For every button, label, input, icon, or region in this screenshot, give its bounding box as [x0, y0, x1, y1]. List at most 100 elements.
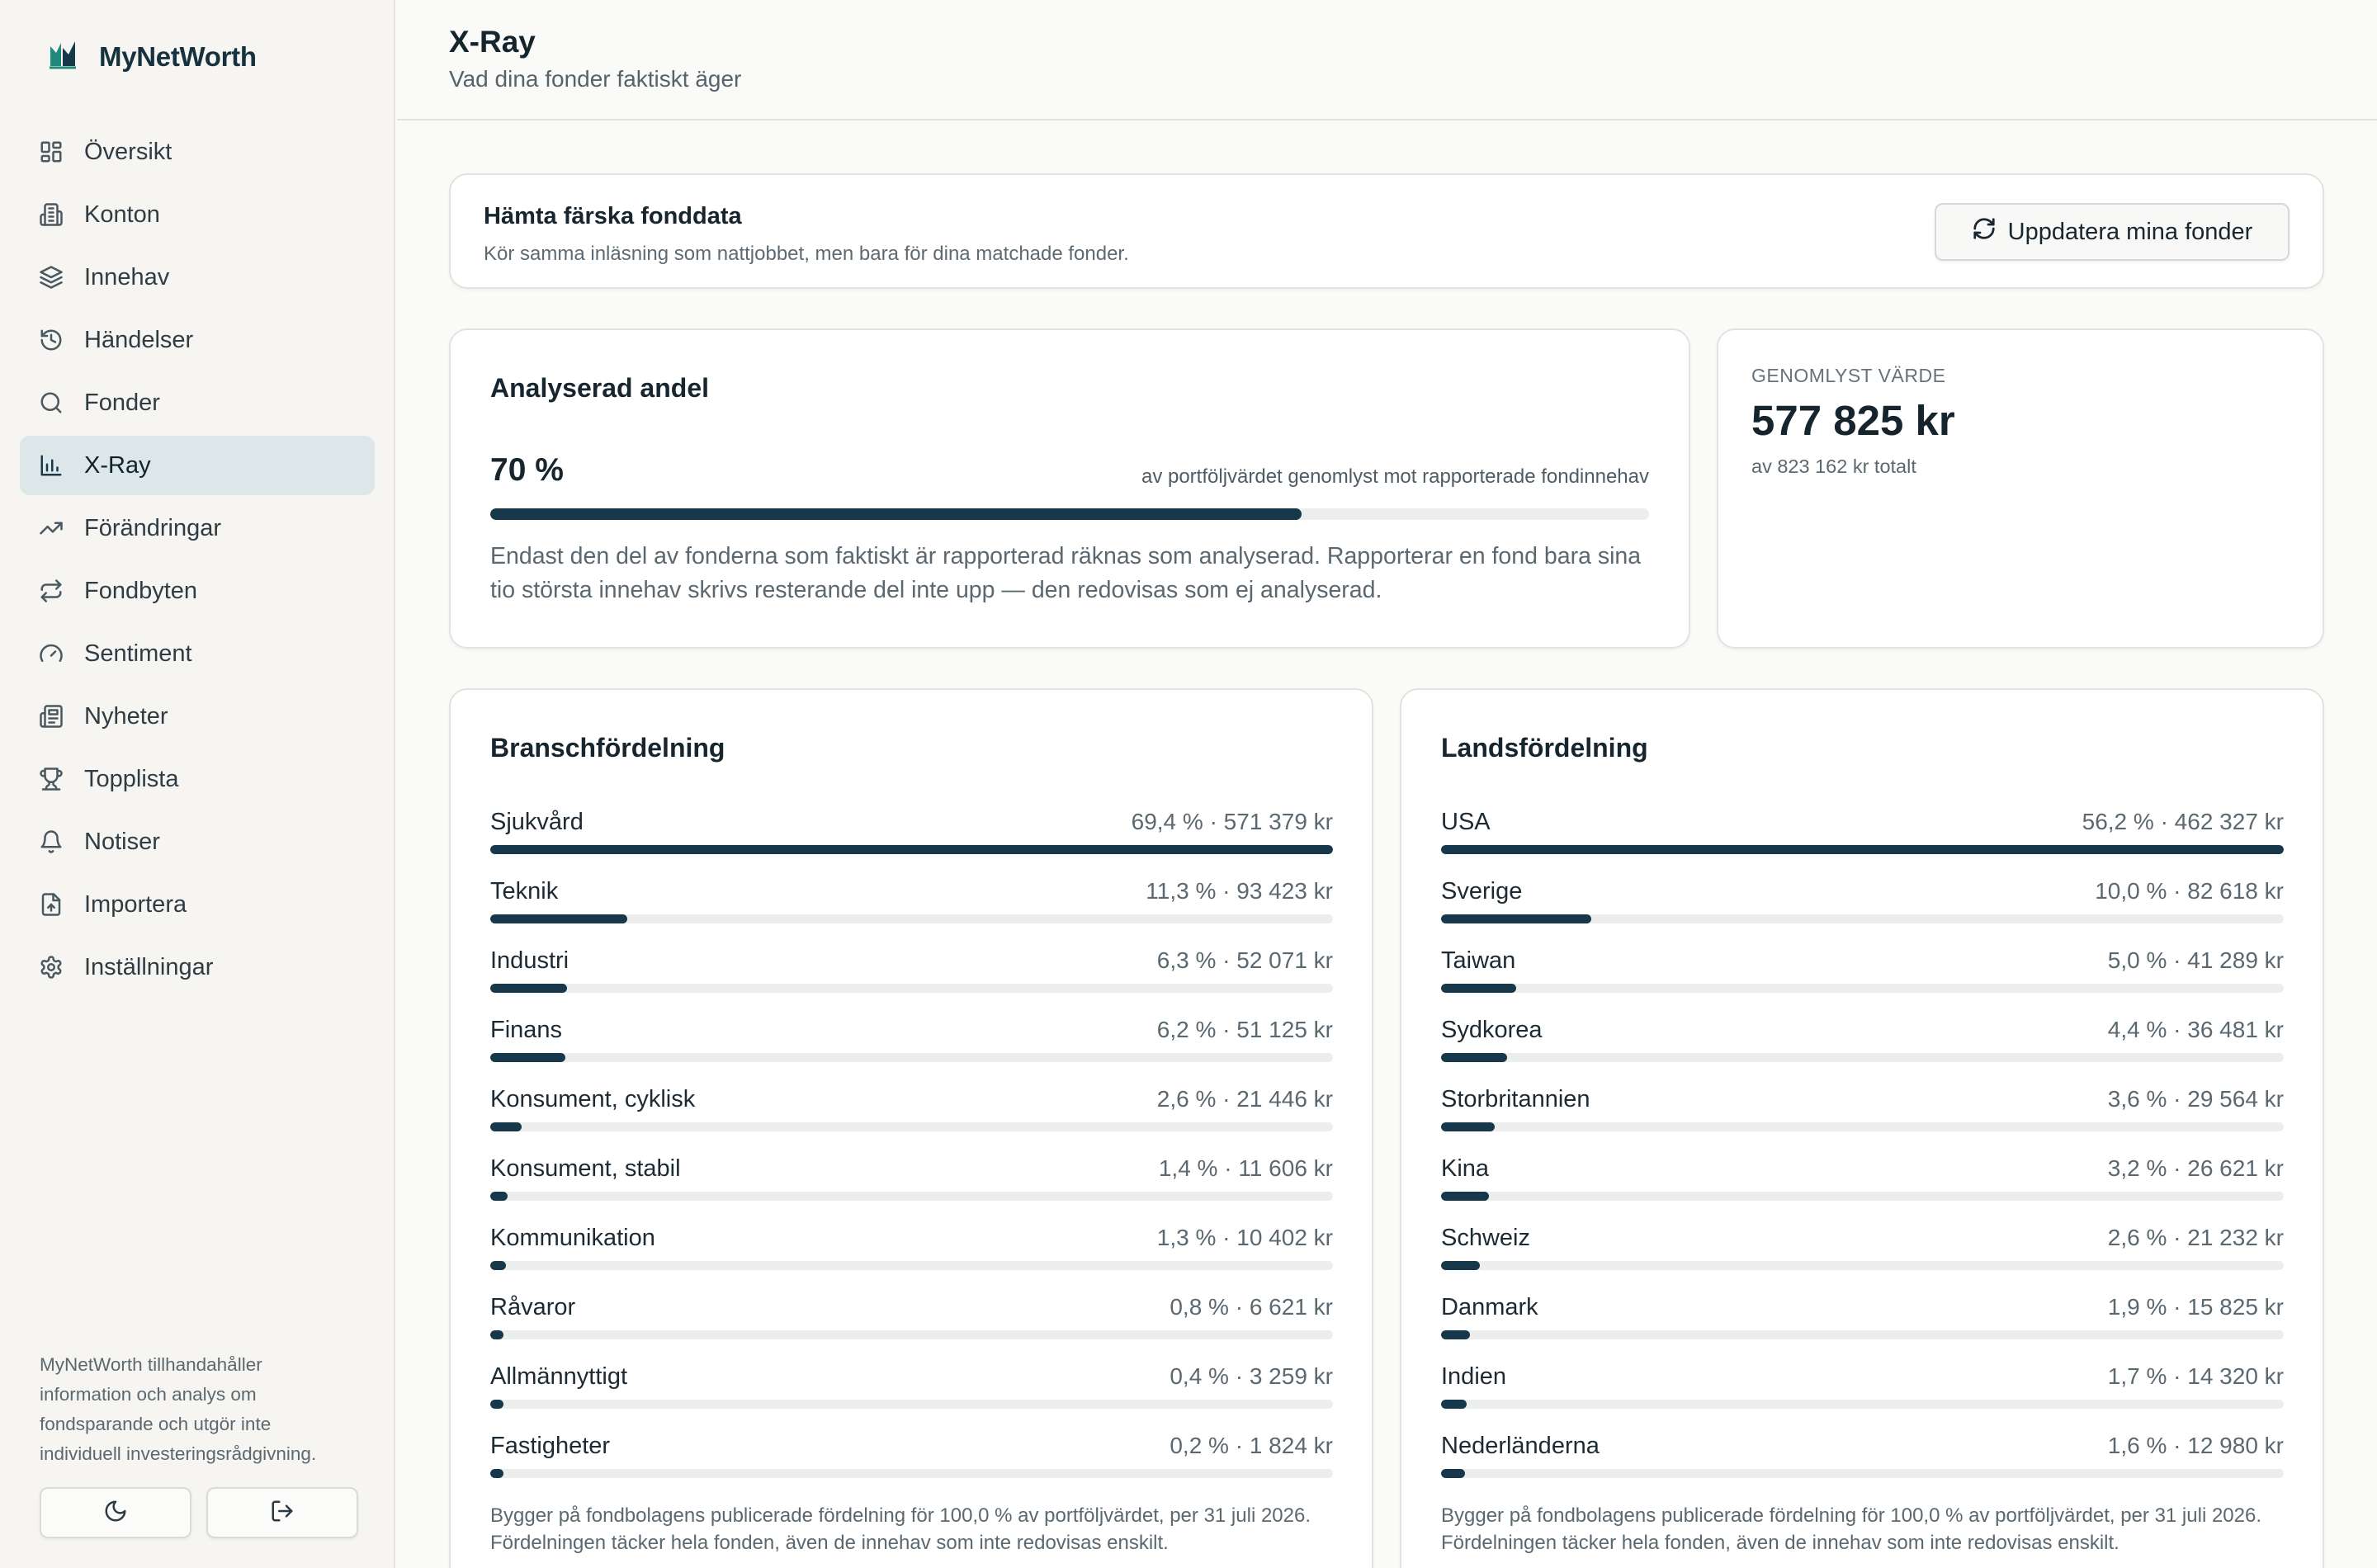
distribution-row-name: Fastigheter [490, 1433, 611, 1459]
distribution-bar [490, 1122, 522, 1131]
sidebar-item-fonder[interactable]: Fonder [20, 373, 375, 432]
sidebar-item-forandringar[interactable]: Förändringar [20, 498, 375, 558]
distribution-row-value: 1,7 % · 14 320 kr [2107, 1363, 2284, 1389]
sidebar-item-label: Förändringar [84, 514, 222, 541]
page-header: X-Ray Vad dina fonder faktiskt äger [397, 0, 2377, 120]
refresh-title: Hämta färska fonddata [484, 203, 742, 229]
distribution-row-value: 0,2 % · 1 824 kr [1170, 1433, 1333, 1458]
distribution-row-name: Sverige [1441, 878, 1523, 904]
sidebar-item-sentiment[interactable]: Sentiment [20, 624, 375, 683]
sidebar-item-installningar[interactable]: Inställningar [20, 937, 375, 997]
newspaper-icon [38, 703, 64, 730]
distribution-row: Råvaror 0,8 % · 6 621 kr [490, 1294, 1333, 1363]
app-name: MyNetWorth [99, 40, 257, 72]
file-import-icon [38, 891, 64, 918]
distribution-row-name: Teknik [490, 878, 559, 904]
distribution-row: Sydkorea 4,4 % · 36 481 kr [1441, 1017, 2284, 1086]
distribution-bar [490, 984, 567, 993]
moon-icon [103, 1499, 128, 1528]
distribution-bar-track [1441, 1400, 2284, 1409]
distribution-bar-track [490, 914, 1333, 923]
distribution-row: Storbritannien 3,6 % · 29 564 kr [1441, 1086, 2284, 1155]
distribution-bar-track [490, 1400, 1333, 1409]
refresh-description: Kör samma inläsning som nattjobbet, men … [484, 243, 1129, 265]
gauge-icon [38, 640, 64, 667]
sector-distribution-list: Sjukvård 69,4 % · 571 379 kr Teknik 11,3 % … [490, 809, 1333, 1502]
distribution-bar [490, 1192, 508, 1201]
distribution-row: Indien 1,7 % · 14 320 kr [1441, 1363, 2284, 1433]
sector-distribution-note: Bygger på fondbolagens publicerade förde… [490, 1504, 1311, 1554]
sidebar-item-oversikt[interactable]: Översikt [20, 122, 375, 182]
sidebar-item-label: Notiser [84, 828, 160, 855]
distribution-row: Konsument, cyklisk 2,6 % · 21 446 kr [490, 1086, 1333, 1155]
search-icon [38, 390, 64, 416]
distribution-bar-track [490, 1261, 1333, 1270]
distribution-row-name: Råvaror [490, 1294, 576, 1320]
distribution-bar-track [490, 1330, 1333, 1339]
trophy-icon [38, 766, 64, 792]
distribution-bar [490, 914, 628, 923]
sidebar-item-importera[interactable]: Importera [20, 875, 375, 934]
sidebar-item-x-ray[interactable]: X-Ray [20, 436, 375, 495]
distribution-row-value: 56,2 % · 462 327 kr [2082, 809, 2284, 834]
distribution-bar [1441, 1122, 1496, 1131]
distribution-bar-track [490, 1469, 1333, 1478]
distribution-row-name: Konsument, stabil [490, 1155, 681, 1182]
sidebar-item-label: Fonder [84, 389, 160, 416]
refresh-icon [1972, 216, 1997, 248]
sidebar-item-label: Sentiment [84, 640, 192, 667]
distribution-row-name: Taiwan [1441, 947, 1516, 974]
logo-icon [48, 36, 78, 77]
distribution-bar [490, 845, 1333, 854]
update-funds-label: Uppdatera mina fonder [2007, 218, 2253, 245]
distribution-row-value: 1,6 % · 12 980 kr [2107, 1433, 2284, 1458]
distribution-row: Kommunikation 1,3 % · 10 402 kr [490, 1225, 1333, 1294]
sidebar-item-konton[interactable]: Konton [20, 185, 375, 244]
analyzed-share-progress-fill [490, 508, 1302, 520]
distribution-row-value: 1,9 % · 15 825 kr [2107, 1294, 2284, 1320]
layers-icon [38, 264, 64, 290]
distribution-row-name: Sjukvård [490, 809, 584, 835]
xray-value-label: Genomlyst värde [1751, 365, 1946, 386]
distribution-bar [1441, 984, 1516, 993]
sidebar-item-notiser[interactable]: Notiser [20, 812, 375, 871]
refresh-card: Hämta färska fonddata Kör samma inläsnin… [449, 173, 2324, 289]
sidebar-item-label: Översikt [84, 138, 172, 165]
sidebar-item-innehav[interactable]: Innehav [20, 248, 375, 307]
distribution-row-value: 3,2 % · 26 621 kr [2107, 1155, 2284, 1181]
update-funds-button[interactable]: Uppdatera mina fonder [1935, 203, 2290, 261]
sidebar-item-topplista[interactable]: Topplista [20, 749, 375, 809]
bar-chart-icon [38, 452, 64, 479]
distribution-row-value: 6,3 % · 52 071 kr [1156, 947, 1333, 973]
country-distribution-note: Bygger på fondbolagens publicerade förde… [1441, 1504, 2261, 1554]
analyzed-share-text: Endast den del av fonderna som faktiskt … [490, 543, 1642, 603]
distribution-row: USA 56,2 % · 462 327 kr [1441, 809, 2284, 878]
sidebar-item-nyheter[interactable]: Nyheter [20, 687, 375, 746]
sidebar-item-handelser[interactable]: Händelser [20, 310, 375, 370]
analyzed-share-heading: Analyserad andel [490, 373, 709, 403]
sidebar-item-label: Nyheter [84, 702, 168, 730]
sidebar-nav: Översikt Konton Innehav Händelser Fonder… [20, 122, 375, 1000]
logout-icon [270, 1499, 295, 1528]
distribution-row-name: Danmark [1441, 1294, 1538, 1320]
logout-button[interactable] [206, 1487, 358, 1538]
distribution-bar [490, 1469, 504, 1478]
distribution-row-name: Finans [490, 1017, 563, 1043]
sidebar-item-label: Importera [84, 890, 187, 918]
distribution-bar-track [1441, 845, 2284, 854]
distribution-row-name: Kina [1441, 1155, 1490, 1182]
distribution-row-name: Indien [1441, 1363, 1507, 1390]
distribution-bar [490, 1053, 566, 1062]
distribution-row: Teknik 11,3 % · 93 423 kr [490, 878, 1333, 947]
distribution-row: Kina 3,2 % · 26 621 kr [1441, 1155, 2284, 1225]
brand[interactable]: MyNetWorth [48, 36, 257, 77]
distribution-bar-track [1441, 1122, 2284, 1131]
distribution-row: Konsument, stabil 1,4 % · 11 606 kr [490, 1155, 1333, 1225]
analyzed-share-progress [490, 508, 1649, 520]
sidebar: MyNetWorth Översikt Konton Innehav Hände… [0, 0, 395, 1568]
sidebar-actions [40, 1487, 358, 1538]
distribution-bar-track [490, 845, 1333, 854]
sidebar-item-fondbyten[interactable]: Fondbyten [20, 561, 375, 621]
analyzed-share-percent: 70 % [490, 452, 564, 488]
theme-toggle-button[interactable] [40, 1487, 191, 1538]
